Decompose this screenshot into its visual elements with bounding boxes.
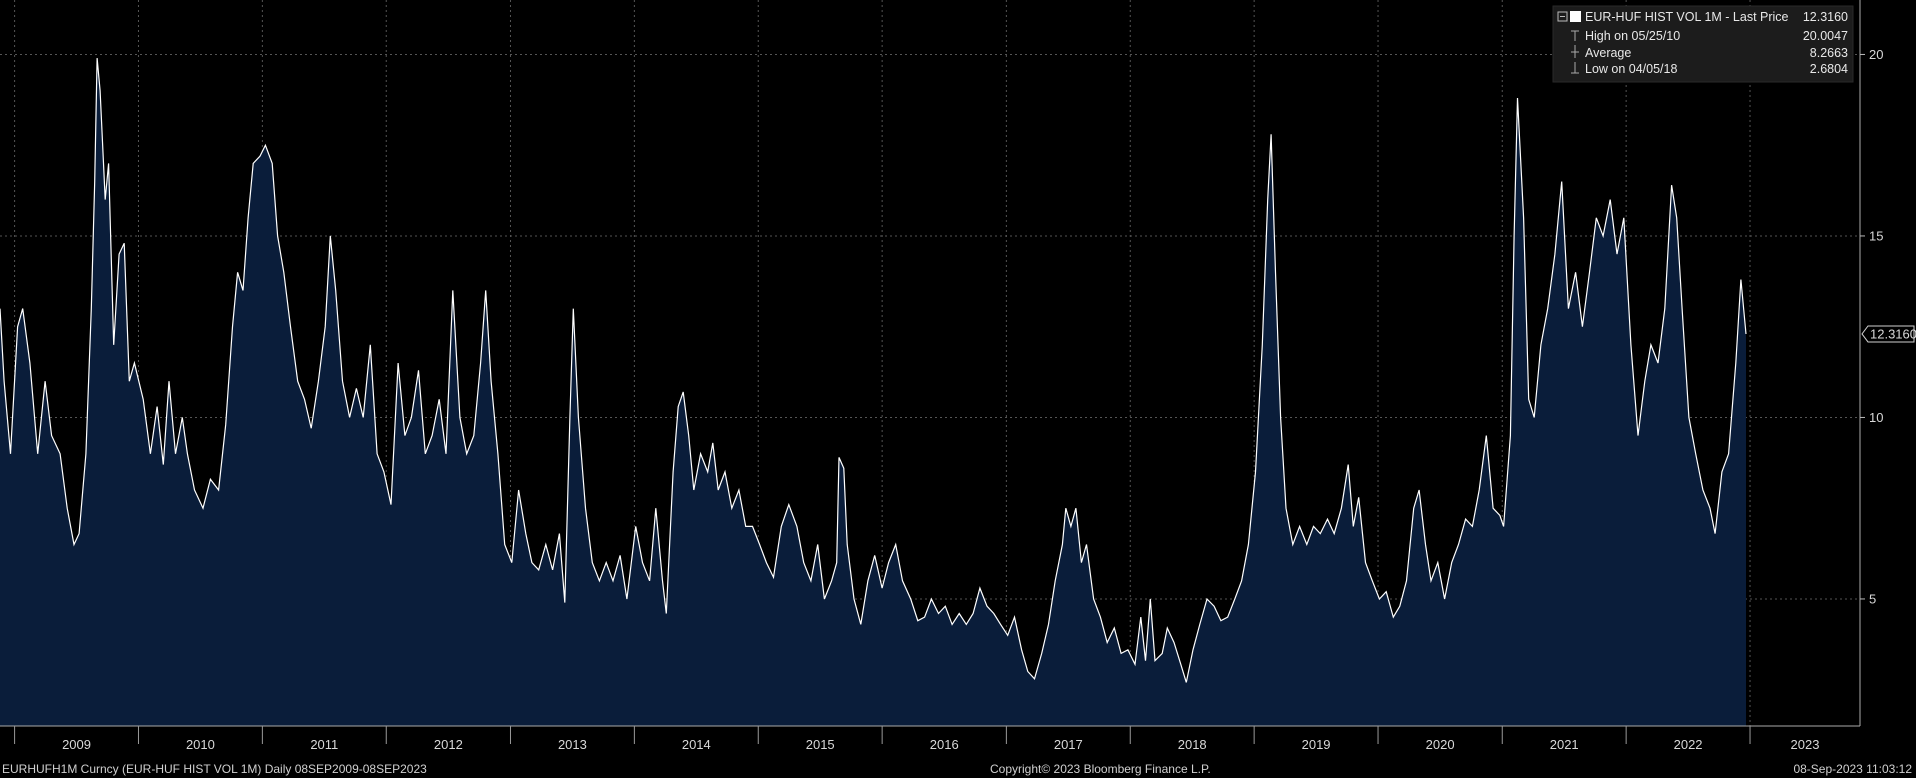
x-tick-label: 2022 [1674,737,1703,752]
legend-low-icon [1571,62,1579,74]
y-tick-label: 5 [1869,591,1876,606]
legend-collapse-icon[interactable] [1557,11,1568,22]
legend-series-swatch [1570,11,1581,22]
x-tick-label: 2009 [62,737,91,752]
x-tick-label: 2018 [1178,737,1207,752]
chart-legend[interactable]: EUR-HUF HIST VOL 1M - Last Price 12.3160… [1552,5,1854,83]
x-tick-label: 2016 [930,737,959,752]
x-axis-ticks: 2009 2010 2011 2012 2013 2014 2015 2016 2017 2018… [14,726,1820,752]
x-tick-label: 2013 [558,737,587,752]
x-tick-label: 2019 [1302,737,1331,752]
y-tick-label: 20 [1869,47,1883,62]
last-value-box [1861,325,1915,343]
y-axis-ticks: 5 10 15 20 [1860,47,1883,606]
legend-series-value: 12.3160 [1803,10,1848,24]
legend-low-label: Low on 04/05/18 [1585,62,1677,76]
x-tick-label: 2014 [682,737,711,752]
y-tick-label: 15 [1869,228,1883,243]
last-value-marker: 12.3160 [1861,325,1916,343]
x-tick-label: 2023 [1791,737,1820,752]
legend-high-label: High on 05/25/10 [1585,29,1680,43]
legend-average-label: Average [1585,46,1631,60]
axes [0,0,1861,727]
footer-security-description: EURHUFH1M Curncy (EUR-HUF HIST VOL 1M) D… [2,762,427,776]
x-tick-label: 2015 [806,737,835,752]
legend-high-icon [1571,30,1579,41]
footer-timestamp: 08-Sep-2023 11:03:12 [1793,762,1912,776]
legend-average-icon [1571,45,1579,58]
x-tick-label: 2011 [310,737,338,752]
last-value-label: 12.3160 [1870,326,1916,341]
x-tick-label: 2021 [1550,737,1579,752]
footer-copyright: Copyright© 2023 Bloomberg Finance L.P. [990,762,1211,776]
series-line [0,58,1747,683]
x-tick-label: 2010 [186,737,215,752]
legend-average-value: 8.2663 [1810,46,1848,60]
series-area [0,58,1746,727]
legend-high-value: 20.0047 [1803,29,1848,43]
legend-series-label: EUR-HUF HIST VOL 1M - Last Price [1585,10,1789,24]
legend-background [1552,5,1854,83]
x-tick-label: 2017 [1054,737,1083,752]
y-tick-label: 10 [1869,410,1883,425]
x-tick-label: 2012 [434,737,463,752]
x-tick-label: 2020 [1426,737,1455,752]
legend-low-value: 2.6804 [1810,62,1848,76]
